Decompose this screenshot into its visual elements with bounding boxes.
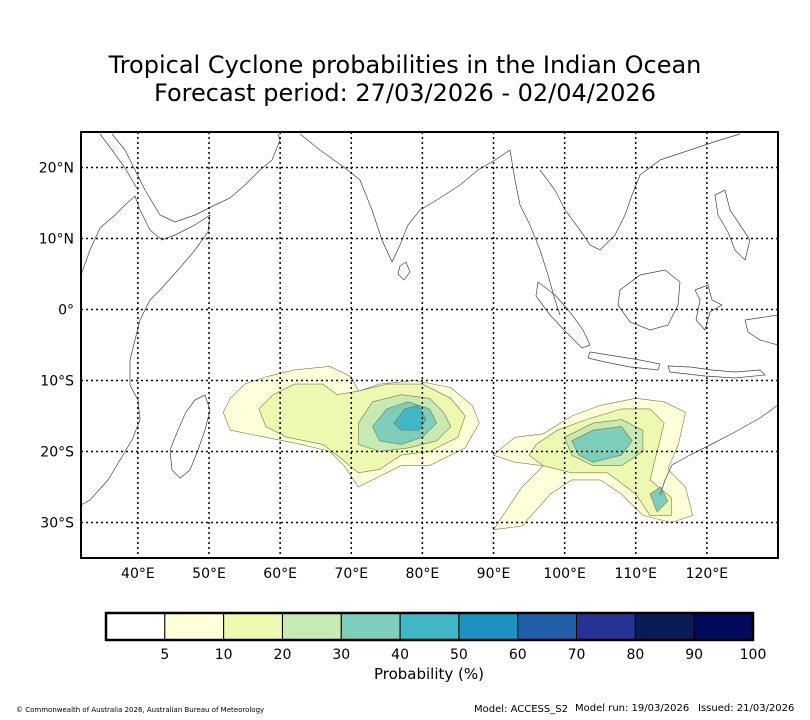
lesser-sunda: [667, 365, 766, 379]
contour-0-40-4: [393, 405, 427, 431]
sumatra: [535, 281, 591, 349]
coastline-arabia: [111, 133, 281, 223]
lon-label: 40°E: [121, 566, 155, 582]
colorbar-tick-label: 20: [274, 647, 292, 663]
sulawesi: [694, 284, 723, 331]
colorbar-swatch: [281, 612, 342, 641]
model-name: Model: ACCESS_S2: [474, 704, 568, 715]
lon-label: 90°E: [477, 566, 511, 582]
colorbar-tick-label: 70: [568, 647, 586, 663]
coastline-indochina: [539, 133, 741, 251]
colorbar-swatch: [458, 612, 519, 641]
contour-1-30-4: [649, 486, 669, 513]
colorbar-ticks: 5 10 20 30 40 50 60 70 80 90 100: [160, 647, 766, 663]
copyright-notice: © Commonwealth of Australia 2026, Austra…: [16, 706, 265, 714]
colorbar-swatch: [105, 612, 166, 641]
coastlines: [81, 133, 778, 558]
colorbar-swatch: [399, 612, 460, 641]
colorbar-tick-label: 50: [450, 647, 468, 663]
lon-label: 120°E: [686, 566, 729, 582]
colorbar-swatch: [576, 612, 636, 641]
philippines: [714, 189, 751, 261]
colorbar-frame: [104, 611, 755, 642]
model-run-date: Model run: 19/03/2026: [575, 703, 690, 714]
lon-label: 110°E: [614, 566, 657, 582]
colorbar: [104, 611, 755, 642]
gridlines: [81, 132, 778, 558]
colorbar-tick-label: 5: [160, 647, 169, 663]
map-title: Tropical Cyclone probabilities in the In…: [108, 51, 702, 79]
lat-label: 20°N: [39, 161, 74, 177]
lon-label: 60°E: [263, 566, 297, 582]
lat-label: 10°S: [40, 374, 74, 390]
lon-label: 100°E: [543, 566, 586, 582]
coastline-red-sea: [99, 133, 139, 191]
colorbar-tick-label: 40: [391, 647, 409, 663]
coastline-africa: [81, 195, 211, 506]
lat-label: 0°: [58, 303, 74, 319]
colorbar-tick-label: 30: [332, 647, 350, 663]
map-frame: [80, 131, 779, 559]
lat-label: 30°S: [40, 516, 74, 532]
new-guinea: [744, 314, 778, 346]
colorbar-swatch: [223, 612, 283, 641]
lat-label: 10°N: [39, 232, 74, 248]
lon-label: 80°E: [406, 566, 440, 582]
colorbar-swatch: [693, 612, 754, 641]
colorbar-swatch: [634, 612, 695, 641]
forecast-period: Forecast period: 27/03/2026 - 02/04/2026: [154, 79, 656, 107]
coastline-australia: [659, 404, 778, 558]
colorbar-tick-label: 80: [626, 647, 644, 663]
borneo: [617, 269, 681, 331]
lat-label: 20°S: [40, 445, 74, 461]
lon-label: 70°E: [334, 566, 368, 582]
colorbar-tick-label: 100: [740, 647, 767, 663]
colorbar-swatch: [340, 612, 401, 641]
lon-label: 50°E: [192, 566, 226, 582]
coastline-india: [299, 133, 511, 263]
probability-contours: [222, 365, 694, 530]
colorbar-swatch: [517, 612, 578, 641]
coastline-southeast-asia: [509, 149, 561, 316]
issued-date: Issued: 21/03/2026: [698, 703, 795, 714]
contour-1-30-3: [571, 426, 633, 463]
sri-lanka: [397, 261, 411, 281]
colorbar-tick-label: 90: [685, 647, 703, 663]
colorbar-swatch: [164, 612, 225, 641]
colorbar-tick-label: 60: [509, 647, 527, 663]
longitude-labels: 40°E 50°E 60°E 70°E 80°E 90°E 100°E 110°E 120°E: [121, 566, 728, 582]
colorbar-tick-label: 10: [215, 647, 233, 663]
latitude-labels: 20°N 10°N 0° 10°S 20°S 30°S: [39, 161, 74, 532]
java: [587, 351, 661, 371]
colorbar-label: Probability (%): [374, 665, 484, 683]
